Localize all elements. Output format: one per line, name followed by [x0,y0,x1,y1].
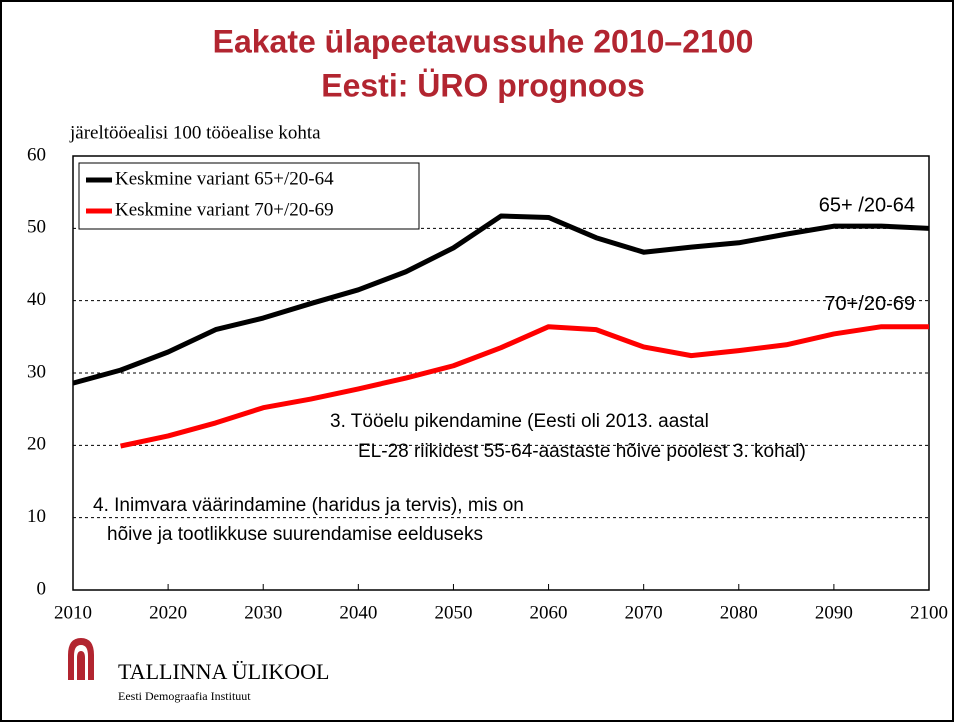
x-tick-label: 2040 [339,602,377,623]
logo: TALLINNA ÜLIKOOL Eesti Demograafia Insti… [68,638,329,703]
logo-icon [68,638,94,680]
x-tick-label: 2080 [720,602,758,623]
y-axis-label: järeltööealisi 100 tööealise kohta [69,122,321,143]
x-tick-label: 2050 [434,602,472,623]
y-tick-label: 10 [27,506,46,527]
annotation: hõive ja tootlikkuse suurendamise eeldus… [107,524,483,545]
plot-frame [72,155,930,591]
series-end-label: 65+ /20-64 [819,195,915,217]
y-tick-label: 30 [27,361,46,382]
annotation: 4. Inimvara väärindamine (haridus ja ter… [93,495,524,516]
legend-label: Keskmine variant 65+/20-64 [115,168,334,189]
series-line [120,324,929,449]
x-tick-label: 2070 [625,602,663,623]
series-line [72,213,930,386]
title-line: Eakate ülapeetavussuhe 2010–2100 [213,23,754,59]
logo-name: TALLINNA ÜLIKOOL [118,659,329,684]
y-tick-label: 60 [27,144,46,165]
y-tick-label: 0 [37,578,47,599]
legend-label: Keskmine variant 70+/20-69 [115,199,334,220]
x-tick-label: 2030 [244,602,282,623]
annotation: 3. Tööelu pikendamine (Eesti oli 2013. a… [330,411,709,432]
y-tick-label: 50 [27,217,46,238]
x-tick-label: 2020 [149,602,187,623]
series-end-label: 70+/20-69 [824,293,915,315]
title-line: Eesti: ÜRO prognoos [321,67,645,103]
x-tick-label: 2010 [54,602,92,623]
x-tick-label: 2100 [910,602,948,623]
y-tick-label: 40 [27,289,46,310]
annotation: EL-28 riikidest 55-64-aastaste hõive poo… [358,441,806,462]
logo-subtitle: Eesti Demograafia Instituut [118,689,251,703]
y-tick-label: 20 [27,434,46,455]
x-tick-label: 2090 [815,602,853,623]
x-tick-label: 2060 [530,602,568,623]
legend-box [78,162,420,230]
